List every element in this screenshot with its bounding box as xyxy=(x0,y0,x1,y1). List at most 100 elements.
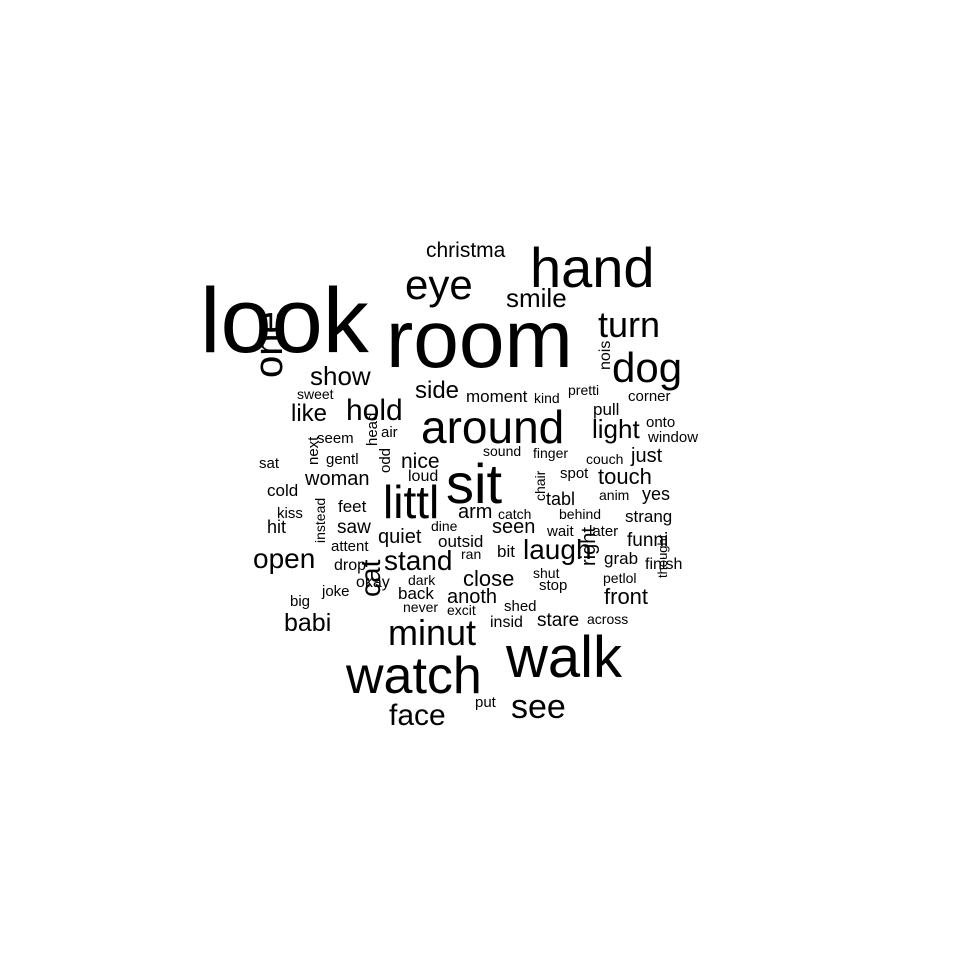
word-window: window xyxy=(647,429,698,446)
word-stand: stand xyxy=(384,545,453,576)
word-one: one xyxy=(247,311,291,378)
word-sound: sound xyxy=(483,443,521,459)
word-loud: loud xyxy=(408,468,438,485)
word-look: look xyxy=(200,270,370,372)
word-strang: strang xyxy=(625,507,672,526)
word-later: later xyxy=(589,523,618,540)
word-put: put xyxy=(475,694,497,711)
word-dark: dark xyxy=(408,572,436,588)
word-big: big xyxy=(290,593,310,610)
word-thought: thought xyxy=(655,534,670,578)
word-arm: arm xyxy=(458,501,492,523)
word-joke: joke xyxy=(321,583,350,600)
word-open: open xyxy=(253,543,315,574)
word-anoth: anoth xyxy=(447,586,497,608)
word-pretti: pretti xyxy=(568,382,599,398)
word-just: just xyxy=(630,445,663,467)
word-onto: onto xyxy=(646,414,675,431)
word-stare: stare xyxy=(537,610,579,631)
word-sweet: sweet xyxy=(297,386,334,402)
word-gentl: gentl xyxy=(326,451,359,468)
word-tabl: tabl xyxy=(546,489,575,509)
word-attent: attent xyxy=(331,538,369,555)
word-wait: wait xyxy=(546,523,575,540)
word-see: see xyxy=(511,688,566,726)
word-insid: insid xyxy=(490,614,523,631)
word-sat: sat xyxy=(259,455,280,472)
word-smile: smile xyxy=(506,283,567,313)
word-hand: hand xyxy=(530,236,655,299)
word-littl: littl xyxy=(383,476,439,528)
word-around: around xyxy=(421,401,564,453)
word-seen: seen xyxy=(492,516,535,538)
word-never: never xyxy=(403,599,438,615)
word-laugh: laugh xyxy=(523,534,592,565)
word-show: show xyxy=(310,361,371,391)
word-pull: pull xyxy=(593,400,619,419)
word-funni: funni xyxy=(627,530,668,551)
word-finger: finger xyxy=(533,445,568,461)
word-drop: drop xyxy=(334,557,366,574)
word-grab: grab xyxy=(604,549,638,568)
word-room: room xyxy=(386,294,573,385)
word-woman: woman xyxy=(304,468,369,490)
word-odd: odd xyxy=(377,448,394,473)
word-finish: finish xyxy=(645,556,682,573)
word-bit: bit xyxy=(497,542,515,561)
word-hold: hold xyxy=(346,394,403,427)
word-across: across xyxy=(587,611,628,627)
word-feet: feet xyxy=(338,497,367,516)
word-yes: yes xyxy=(642,484,670,504)
word-corner: corner xyxy=(628,388,671,405)
word-babi: babi xyxy=(284,609,331,637)
word-face: face xyxy=(389,699,446,732)
word-stop: stop xyxy=(539,577,567,594)
word-head: head xyxy=(364,413,381,446)
word-shut: shut xyxy=(533,565,560,581)
word-ran: ran xyxy=(461,546,481,562)
word-hit: hit xyxy=(267,517,286,537)
word-eye: eye xyxy=(405,261,473,308)
word-catch: catch xyxy=(498,506,531,522)
word-minut: minut xyxy=(388,612,476,653)
word-side: side xyxy=(415,377,459,404)
word-couch: couch xyxy=(586,451,623,467)
word-seem: seem xyxy=(317,430,354,447)
word-sit: sit xyxy=(446,452,502,515)
word-nice: nice xyxy=(401,450,440,473)
word-spot: spot xyxy=(560,465,589,482)
word-cold: cold xyxy=(267,481,298,500)
word-cat: cat xyxy=(355,559,386,597)
word-instead: instead xyxy=(312,498,328,543)
word-okay: okay xyxy=(356,574,390,591)
word-chair: chair xyxy=(532,470,548,501)
word-dog: dog xyxy=(612,344,682,391)
word-like: like xyxy=(291,400,327,427)
word-light: light xyxy=(592,414,640,444)
word-right: right xyxy=(578,527,600,566)
word-excit: excit xyxy=(447,602,476,618)
word-back: back xyxy=(398,584,434,603)
word-watch: watch xyxy=(345,647,482,705)
word-behind: behind xyxy=(559,506,601,522)
word-dine: dine xyxy=(431,518,458,534)
word-moment: moment xyxy=(466,387,528,406)
word-front: front xyxy=(604,584,648,609)
word-kind: kind xyxy=(534,390,560,406)
word-close: close xyxy=(463,566,514,591)
word-turn: turn xyxy=(598,304,660,345)
word-touch: touch xyxy=(598,464,652,489)
word-walk: walk xyxy=(505,625,623,690)
word-shed: shed xyxy=(504,598,537,615)
word-kiss: kiss xyxy=(277,505,303,522)
word-anim: anim xyxy=(599,487,629,503)
word-petlol: petlol xyxy=(603,570,636,586)
word-quiet: quiet xyxy=(378,526,422,548)
word-nois: nois xyxy=(597,341,614,370)
word-air: air xyxy=(381,424,398,441)
word-christma: christma xyxy=(426,239,506,262)
word-outsid: outsid xyxy=(438,532,483,551)
word-next: next xyxy=(305,436,322,465)
word-saw: saw xyxy=(337,517,371,538)
